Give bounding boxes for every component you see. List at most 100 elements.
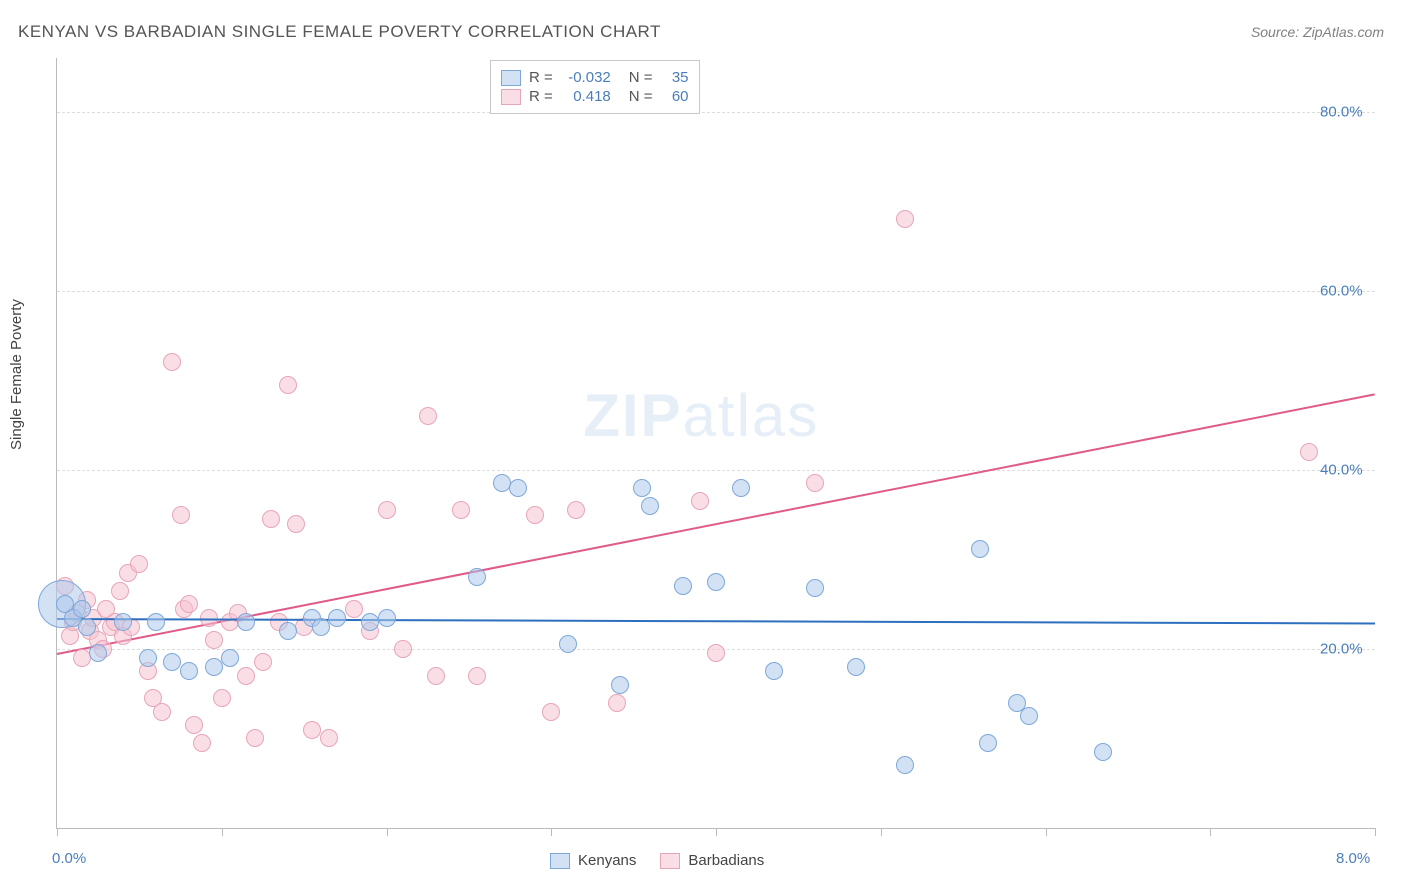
barbadians-point: [303, 721, 321, 739]
barbadians-point: [394, 640, 412, 658]
x-tick: [387, 828, 388, 836]
y-tick-label: 60.0%: [1320, 282, 1363, 299]
kenyans-point: [493, 474, 511, 492]
x-tick: [881, 828, 882, 836]
x-tick-label: 8.0%: [1336, 850, 1370, 867]
chart-title: KENYAN VS BARBADIAN SINGLE FEMALE POVERT…: [18, 22, 661, 42]
stat-N-value-barbadians: 60: [661, 88, 689, 105]
kenyans-point: [378, 609, 396, 627]
barbadians-point: [526, 506, 544, 524]
barbadians-point: [205, 631, 223, 649]
kenyans-point: [765, 662, 783, 680]
barbadians-point: [246, 729, 264, 747]
kenyans-point: [139, 649, 157, 667]
barbadians-point: [419, 407, 437, 425]
kenyans-point: [1094, 743, 1112, 761]
kenyans-point: [806, 579, 824, 597]
stat-R-label: R =: [529, 88, 553, 105]
barbadians-point: [254, 653, 272, 671]
barbadians-point: [130, 555, 148, 573]
barbadians-swatch: [660, 853, 680, 869]
kenyans-point: [633, 479, 651, 497]
gridline: [57, 470, 1375, 471]
gridline: [57, 291, 1375, 292]
kenyans-point: [73, 600, 91, 618]
kenyans-point: [847, 658, 865, 676]
barbadians-point: [163, 353, 181, 371]
barbadians-point: [287, 515, 305, 533]
barbadians-point: [320, 729, 338, 747]
barbadians-point: [608, 694, 626, 712]
barbadians-point: [213, 689, 231, 707]
legend-item-kenyans: Kenyans: [550, 852, 636, 869]
kenyans-point: [971, 540, 989, 558]
kenyans-point: [147, 613, 165, 631]
kenyans-point: [732, 479, 750, 497]
barbadians-point: [153, 703, 171, 721]
gridline: [57, 112, 1375, 113]
x-tick: [222, 828, 223, 836]
stat-N-value-kenyans: 35: [661, 69, 689, 86]
barbadians-point: [1300, 443, 1318, 461]
kenyans-point: [641, 497, 659, 515]
kenyans-point: [509, 479, 527, 497]
barbadians-point: [427, 667, 445, 685]
y-axis-label: Single Female Poverty: [8, 299, 25, 450]
legend-item-barbadians: Barbadians: [660, 852, 764, 869]
stats-legend-box: R = -0.032 N = 35 R = 0.418 N = 60: [490, 60, 700, 114]
kenyans-point: [468, 568, 486, 586]
barbadians-point: [73, 649, 91, 667]
barbadians-point: [237, 667, 255, 685]
stats-row-kenyans: R = -0.032 N = 35: [501, 69, 689, 86]
stat-N-label: N =: [629, 88, 653, 105]
kenyans-point: [237, 613, 255, 631]
stat-R-value-barbadians: 0.418: [561, 88, 611, 105]
barbadians-point: [378, 501, 396, 519]
barbadians-swatch: [501, 89, 521, 105]
x-tick: [57, 828, 58, 836]
stat-R-label: R =: [529, 69, 553, 86]
kenyans-swatch: [550, 853, 570, 869]
kenyans-point: [163, 653, 181, 671]
kenyans-point: [205, 658, 223, 676]
barbadians-point: [180, 595, 198, 613]
barbadians-point: [111, 582, 129, 600]
kenyans-point: [328, 609, 346, 627]
kenyans-point: [896, 756, 914, 774]
barbadians-point: [262, 510, 280, 528]
y-tick-label: 80.0%: [1320, 103, 1363, 120]
kenyans-point: [611, 676, 629, 694]
barbadians-point: [468, 667, 486, 685]
barbadians-point: [185, 716, 203, 734]
kenyans-swatch: [501, 70, 521, 86]
kenyans-point: [312, 618, 330, 636]
legend-label-kenyans: Kenyans: [578, 852, 636, 869]
barbadians-point: [193, 734, 211, 752]
kenyans-point: [1020, 707, 1038, 725]
stat-R-value-kenyans: -0.032: [561, 69, 611, 86]
stat-N-label: N =: [629, 69, 653, 86]
barbadians-point: [345, 600, 363, 618]
y-tick-label: 20.0%: [1320, 640, 1363, 657]
legend-label-barbadians: Barbadians: [688, 852, 764, 869]
bottom-legend: Kenyans Barbadians: [550, 852, 764, 869]
kenyans-point: [559, 635, 577, 653]
kenyans-point: [979, 734, 997, 752]
barbadians-trend-line: [57, 394, 1375, 656]
kenyans-point: [180, 662, 198, 680]
stats-row-barbadians: R = 0.418 N = 60: [501, 88, 689, 105]
scatter-plot: [56, 58, 1375, 829]
barbadians-point: [542, 703, 560, 721]
kenyans-point: [707, 573, 725, 591]
x-tick: [1375, 828, 1376, 836]
kenyans-point: [361, 613, 379, 631]
x-tick: [1046, 828, 1047, 836]
x-tick: [716, 828, 717, 836]
x-tick-label: 0.0%: [52, 850, 86, 867]
x-tick: [551, 828, 552, 836]
kenyans-point: [78, 618, 96, 636]
kenyans-point: [114, 613, 132, 631]
y-tick-label: 40.0%: [1320, 461, 1363, 478]
barbadians-point: [172, 506, 190, 524]
barbadians-point: [707, 644, 725, 662]
